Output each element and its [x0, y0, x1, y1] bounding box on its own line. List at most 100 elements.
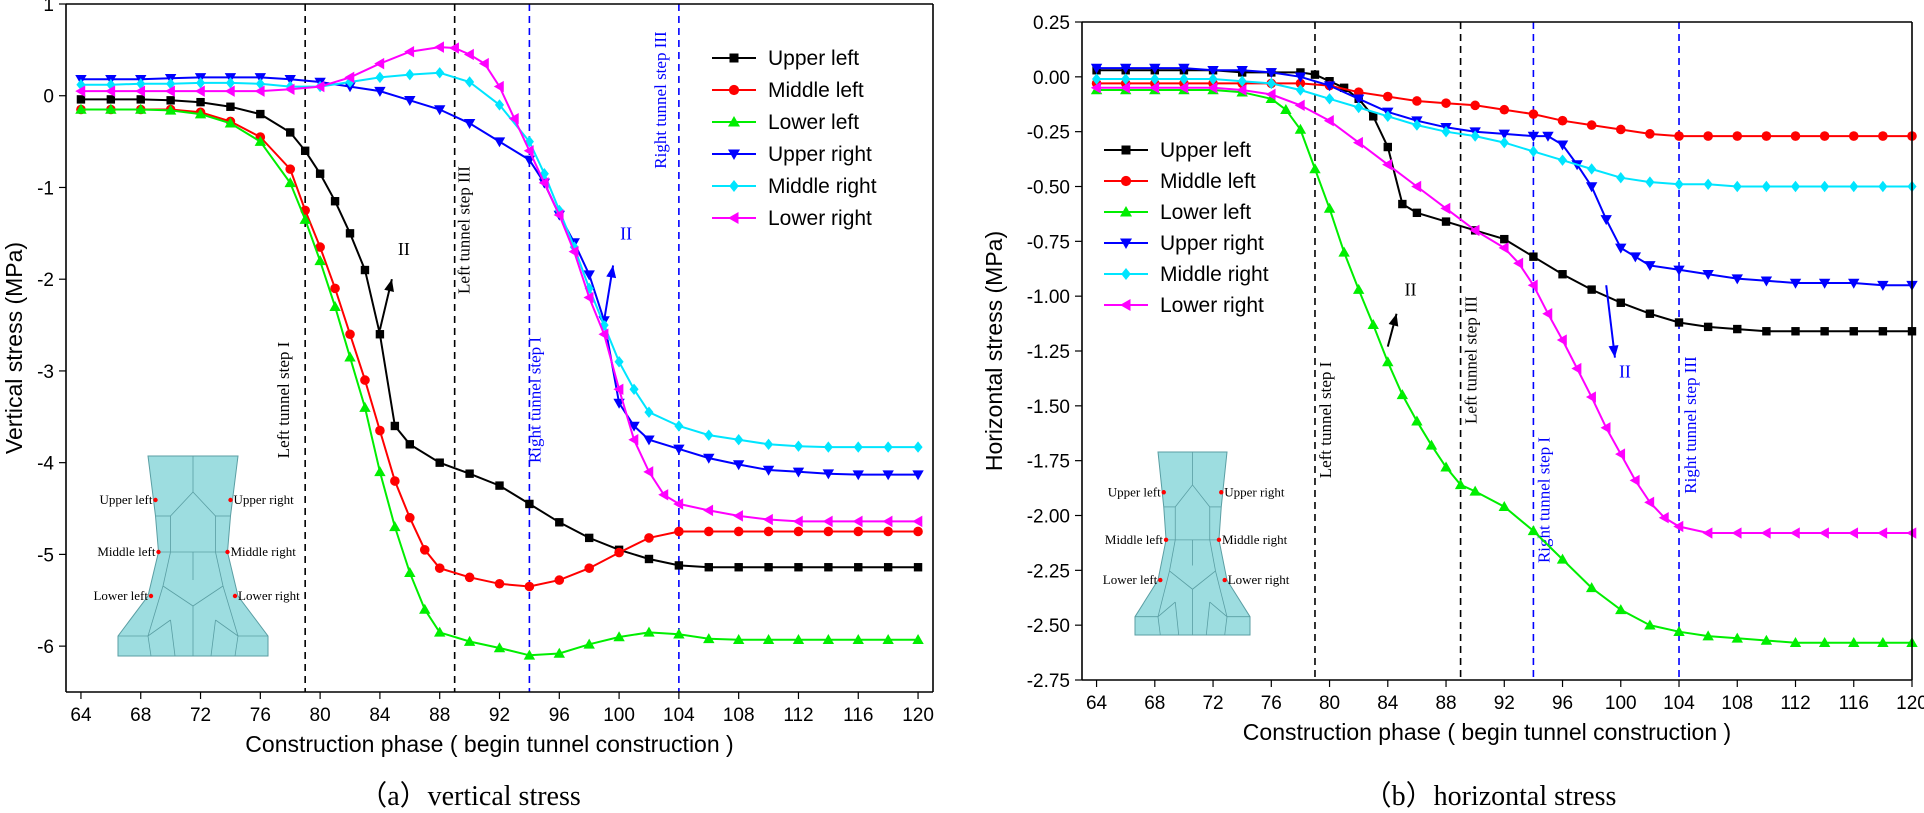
data-point — [390, 476, 400, 486]
inset-mesh-line — [215, 619, 239, 637]
data-point — [226, 102, 235, 111]
data-point — [345, 329, 355, 340]
data-point — [345, 229, 355, 238]
data-point — [344, 71, 355, 84]
data-point — [136, 95, 145, 104]
data-point — [493, 80, 504, 93]
x-axis-title: Construction phase ( begin tunnel constr… — [1243, 719, 1731, 745]
data-point — [1207, 65, 1219, 76]
data-point — [732, 510, 743, 522]
data-point — [704, 563, 713, 572]
data-point — [1411, 415, 1423, 426]
data-point — [733, 526, 744, 537]
annotation-arrowhead — [384, 279, 394, 293]
data-point — [882, 470, 894, 481]
data-point — [553, 209, 564, 221]
data-point — [1265, 93, 1277, 104]
data-point — [1557, 154, 1568, 166]
x-tick-label: 64 — [1086, 693, 1108, 714]
data-point — [1558, 270, 1567, 279]
data-point — [703, 633, 715, 644]
x-tick-label: 76 — [1261, 693, 1282, 714]
data-point — [1324, 93, 1335, 105]
data-point — [1208, 73, 1218, 85]
data-point — [1790, 180, 1801, 193]
inset-label: Middle right — [231, 544, 297, 559]
data-point — [314, 80, 325, 93]
data-point — [495, 481, 504, 490]
x-tick-label: 72 — [1202, 693, 1223, 714]
data-point — [1818, 527, 1829, 539]
data-point — [135, 85, 146, 97]
y-tick-label: 0 — [43, 87, 54, 108]
data-point — [1615, 243, 1627, 254]
data-point — [1703, 322, 1713, 332]
inset-label: Middle right — [1222, 532, 1288, 547]
data-point — [794, 563, 803, 572]
inset-mesh-line — [1205, 602, 1211, 636]
data-point — [854, 563, 863, 572]
inset-monitor-point — [225, 549, 230, 555]
data-point — [673, 628, 685, 639]
data-point — [1529, 252, 1538, 261]
y-tick-label: -6 — [37, 637, 54, 658]
annotation-arrowhead — [1388, 313, 1399, 327]
data-point — [674, 526, 684, 537]
y-tick-label: 0.00 — [1033, 68, 1070, 89]
data-point — [1819, 131, 1830, 141]
data-point — [1352, 136, 1363, 149]
data-point — [1629, 252, 1642, 263]
y-tick-label: -0.25 — [1027, 123, 1070, 144]
data-point — [194, 108, 207, 119]
data-point — [912, 515, 923, 528]
data-point — [629, 383, 639, 395]
data-point — [1470, 130, 1480, 142]
data-point — [1644, 496, 1655, 509]
data-point — [196, 97, 205, 107]
y-axis-title: Horizontal stress (MPa) — [981, 231, 1007, 471]
x-tick-label: 108 — [1721, 693, 1753, 714]
data-point — [524, 581, 535, 592]
data-point — [1412, 208, 1422, 218]
data-point — [285, 164, 296, 174]
data-point — [1396, 389, 1409, 400]
inset-monitor-point — [1161, 490, 1166, 495]
inset-mesh-line — [1157, 570, 1170, 617]
data-point — [1542, 131, 1554, 142]
data-point — [1280, 104, 1292, 115]
inset-monitor-point — [228, 497, 233, 503]
data-point — [599, 319, 609, 331]
data-point — [75, 103, 87, 114]
data-point — [254, 73, 267, 84]
inset-mesh-line — [215, 551, 224, 587]
inset-mesh-line — [1169, 570, 1193, 590]
data-point — [1877, 637, 1889, 647]
legend-swatch-marker — [1120, 206, 1132, 217]
inset-mesh-line — [1209, 539, 1216, 572]
data-point — [1090, 82, 1101, 94]
data-point — [1877, 280, 1889, 291]
data-point — [1644, 619, 1656, 630]
data-point — [1762, 327, 1771, 336]
data-point — [1294, 123, 1307, 134]
data-point — [1382, 158, 1393, 171]
data-point — [1556, 553, 1569, 564]
data-point — [1383, 110, 1393, 123]
data-point — [405, 440, 415, 449]
data-point — [1702, 527, 1713, 539]
x-tick-label: 84 — [1377, 693, 1399, 714]
stage-marker-label: Right tunnel step I — [525, 337, 544, 463]
data-point — [852, 515, 863, 528]
data-point — [434, 105, 446, 116]
data-point — [1498, 501, 1510, 512]
data-point — [613, 631, 625, 642]
data-point — [106, 95, 116, 104]
data-point — [344, 351, 356, 362]
data-point — [1878, 327, 1888, 336]
inset-mesh-line — [1157, 616, 1161, 636]
inset-label: Upper left — [99, 492, 152, 507]
legend-swatch-marker — [728, 116, 740, 127]
data-point — [1557, 115, 1568, 126]
inset-mesh-line — [1157, 601, 1176, 618]
